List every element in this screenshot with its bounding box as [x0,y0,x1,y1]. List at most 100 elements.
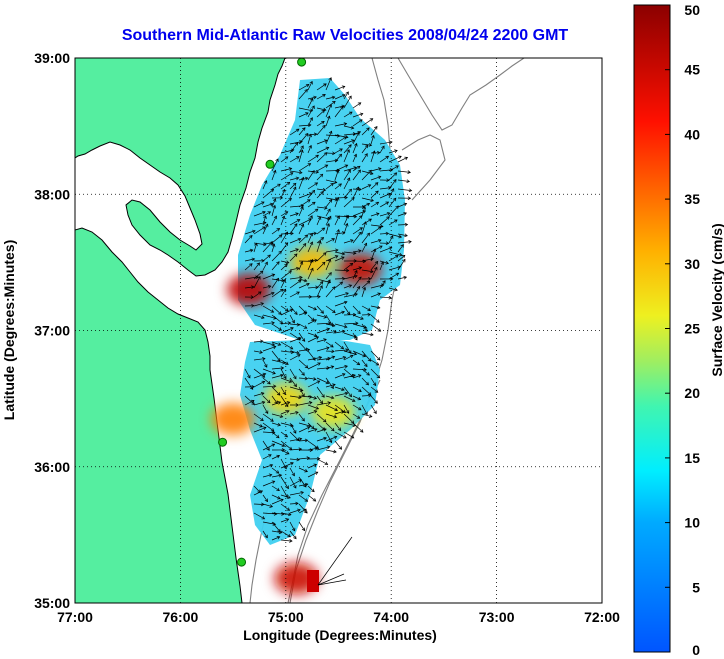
velocity-arrow [307,134,312,145]
x-axis-ticks: 77:00 76:00 75:00 74:00 73:00 72:00 [57,609,620,625]
velocity-arrow [307,215,313,226]
velocity-arrowhead [395,205,399,209]
velocity-arrow [370,305,380,309]
velocity-arrowhead [262,426,267,430]
velocity-arrowhead [323,139,328,143]
velocity-arrow [307,145,312,154]
velocity-arrow [271,251,282,262]
velocity-arrowhead [328,272,332,276]
colorbar-tick-label: 0 [692,642,700,658]
velocity-arrowhead [366,372,370,376]
velocity-arrow [343,133,356,136]
velocity-arrow [361,305,371,311]
velocity-arrow [316,94,326,100]
velocity-arrowhead [299,261,304,265]
station-marker [265,159,275,169]
velocity-arrowhead [373,410,377,415]
velocity-arrow [325,134,340,137]
velocity-arrowhead [262,226,266,230]
velocity-arrow [280,260,289,264]
velocity-arrow [388,255,399,262]
velocity-arrow [271,158,279,172]
velocity-arrowhead [304,498,309,502]
velocity-arrowhead [374,389,379,393]
velocity-arrowhead [261,380,266,385]
velocity-arrow [334,311,345,316]
velocity-arrow [289,467,295,476]
velocity-arrowhead [283,465,287,470]
velocity-arrow [352,276,362,289]
velocity-arrow [298,199,311,208]
velocity-arrowhead [287,533,291,538]
velocity-arrow [280,410,290,415]
velocity-arrowhead [295,410,299,415]
velocity-arrowhead [304,482,309,487]
velocity-arrow [280,359,289,365]
velocity-arrowhead [276,261,280,265]
velocity-arrow [253,340,263,343]
velocity-arrowhead [280,373,284,378]
velocity-arrow [316,278,331,283]
velocity-arrow [244,286,254,289]
velocity-arrow [280,449,290,455]
velocity-arrow [343,413,355,424]
velocity-arrow [253,350,263,353]
velocity-arrowhead [257,275,261,280]
velocity-arrowhead [273,215,278,220]
velocity-arrow [370,323,381,332]
velocity-arrowhead [276,536,281,540]
velocity-arrowhead [298,437,303,441]
velocity-arrowhead [389,140,393,145]
velocity-arrow [253,512,265,520]
velocity-arrowhead [301,417,305,422]
velocity-arrowhead [350,125,355,130]
velocity-arrowhead [352,373,356,378]
velocity-arrow [352,165,361,172]
velocity-arrow [370,395,378,404]
velocity-arrow [316,252,327,262]
velocity-arrow [316,216,321,226]
velocity-arrowhead [333,449,337,454]
velocity-arrow [289,530,297,539]
velocity-arrowhead [344,222,349,227]
velocity-arrow [316,339,327,343]
plot-area [75,58,602,603]
velocity-arrow [325,377,334,389]
velocity-arrowhead [336,229,340,233]
velocity-arrowhead [304,509,308,514]
velocity-arrow [289,291,300,298]
velocity-arrowhead [311,488,315,493]
velocity-arrowhead [295,403,300,407]
velocity-arrowhead [314,182,319,186]
velocity-arrow [307,233,313,244]
velocity-arrowhead [285,260,290,265]
velocity-arrow [316,173,323,181]
velocity-arrowhead [280,498,284,502]
velocity-arrow [388,150,398,154]
velocity-arrow [325,356,335,361]
velocity-arrow [379,216,390,226]
velocity-arrowhead [327,115,331,120]
plot-frame [74,57,603,604]
velocity-arrowhead [354,142,358,147]
velocity-arrowhead [320,237,325,241]
velocity-arrowhead [264,498,268,503]
velocity-arrowhead [355,321,359,326]
velocity-arrow [379,296,392,299]
velocity-arrowhead [403,202,408,207]
velocity-arrowhead [287,495,291,499]
velocity-arrowhead [365,381,369,386]
velocity-arrowhead [298,479,303,483]
velocity-arrowhead [286,181,291,186]
velocity-arrowhead [331,349,335,354]
velocity-arrowhead [319,173,324,178]
velocity-arrow [298,124,311,127]
velocity-arrowhead [331,95,336,100]
velocity-arrowhead [290,327,294,331]
velocity-arrowhead [276,392,281,396]
velocity-arrow [271,422,281,426]
velocity-arrow [307,305,317,310]
velocity-arrowhead [377,328,382,332]
velocity-arrow [244,400,255,406]
velocity-arrowhead [326,346,330,351]
